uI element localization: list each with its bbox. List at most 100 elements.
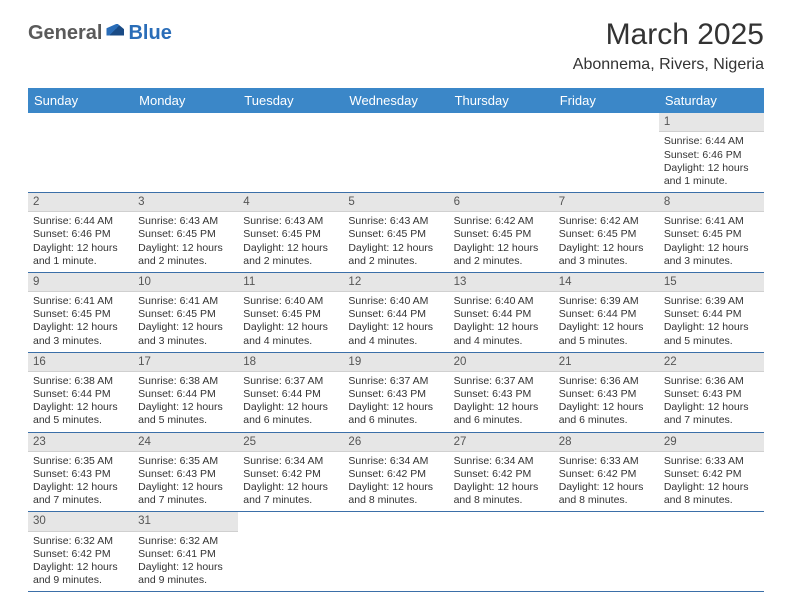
weekday-header: Wednesday [343,88,448,113]
sunset-text: Sunset: 6:43 PM [454,388,549,401]
day-details: Sunrise: 6:34 AMSunset: 6:42 PMDaylight:… [238,452,343,512]
weekday-header: Friday [554,88,659,113]
day-details: Sunrise: 6:41 AMSunset: 6:45 PMDaylight:… [133,292,238,352]
daylight-text: Daylight: 12 hours and 3 minutes. [138,321,233,347]
daylight-text: Daylight: 12 hours and 2 minutes. [243,242,338,268]
day-details: Sunrise: 6:38 AMSunset: 6:44 PMDaylight:… [28,372,133,432]
calendar-cell-empty: . [133,113,238,192]
calendar-cell: 22Sunrise: 6:36 AMSunset: 6:43 PMDayligh… [659,353,764,432]
day-details: Sunrise: 6:35 AMSunset: 6:43 PMDaylight:… [28,452,133,512]
day-details: Sunrise: 6:41 AMSunset: 6:45 PMDaylight:… [28,292,133,352]
sunrise-text: Sunrise: 6:34 AM [348,455,443,468]
calendar-cell-empty: . [238,113,343,192]
day-number: 25 [238,433,343,452]
location-text: Abonnema, Rivers, Nigeria [573,56,764,74]
sunset-text: Sunset: 6:42 PM [243,468,338,481]
day-number: 27 [449,433,554,452]
day-details: Sunrise: 6:38 AMSunset: 6:44 PMDaylight:… [133,372,238,432]
calendar-cell: 29Sunrise: 6:33 AMSunset: 6:42 PMDayligh… [659,433,764,512]
daylight-text: Daylight: 12 hours and 5 minutes. [138,401,233,427]
day-details: Sunrise: 6:34 AMSunset: 6:42 PMDaylight:… [343,452,448,512]
sunset-text: Sunset: 6:41 PM [138,548,233,561]
daylight-text: Daylight: 12 hours and 2 minutes. [454,242,549,268]
sunset-text: Sunset: 6:45 PM [664,228,759,241]
weekday-header: Saturday [659,88,764,113]
calendar: SundayMondayTuesdayWednesdayThursdayFrid… [28,88,764,592]
sunrise-text: Sunrise: 6:41 AM [664,215,759,228]
day-number: 18 [238,353,343,372]
day-number: 16 [28,353,133,372]
weekday-header: Monday [133,88,238,113]
daylight-text: Daylight: 12 hours and 9 minutes. [138,561,233,587]
daylight-text: Daylight: 12 hours and 6 minutes. [348,401,443,427]
sunset-text: Sunset: 6:45 PM [559,228,654,241]
sunrise-text: Sunrise: 6:37 AM [454,375,549,388]
daylight-text: Daylight: 12 hours and 5 minutes. [664,321,759,347]
daylight-text: Daylight: 12 hours and 6 minutes. [243,401,338,427]
calendar-cell: 28Sunrise: 6:33 AMSunset: 6:42 PMDayligh… [554,433,659,512]
day-number: 12 [343,273,448,292]
daylight-text: Daylight: 12 hours and 8 minutes. [664,481,759,507]
calendar-cell-empty: . [449,113,554,192]
calendar-cell: 12Sunrise: 6:40 AMSunset: 6:44 PMDayligh… [343,273,448,352]
sunset-text: Sunset: 6:45 PM [138,228,233,241]
sunrise-text: Sunrise: 6:35 AM [138,455,233,468]
day-number: 15 [659,273,764,292]
calendar-cell-empty: . [554,512,659,591]
calendar-cell-empty: . [28,113,133,192]
sunset-text: Sunset: 6:43 PM [559,388,654,401]
sunrise-text: Sunrise: 6:34 AM [243,455,338,468]
sunrise-text: Sunrise: 6:40 AM [454,295,549,308]
sunrise-text: Sunrise: 6:32 AM [138,535,233,548]
calendar-cell: 9Sunrise: 6:41 AMSunset: 6:45 PMDaylight… [28,273,133,352]
day-number: 3 [133,193,238,212]
day-details: Sunrise: 6:39 AMSunset: 6:44 PMDaylight:… [659,292,764,352]
daylight-text: Daylight: 12 hours and 6 minutes. [559,401,654,427]
calendar-cell: 13Sunrise: 6:40 AMSunset: 6:44 PMDayligh… [449,273,554,352]
sunset-text: Sunset: 6:44 PM [664,308,759,321]
calendar-cell: 14Sunrise: 6:39 AMSunset: 6:44 PMDayligh… [554,273,659,352]
title-block: March 2025 Abonnema, Rivers, Nigeria [573,18,764,74]
calendar-cell: 26Sunrise: 6:34 AMSunset: 6:42 PMDayligh… [343,433,448,512]
sunrise-text: Sunrise: 6:39 AM [664,295,759,308]
sunset-text: Sunset: 6:44 PM [243,388,338,401]
week-row: 16Sunrise: 6:38 AMSunset: 6:44 PMDayligh… [28,353,764,433]
week-row: ......1Sunrise: 6:44 AMSunset: 6:46 PMDa… [28,113,764,193]
day-number: 6 [449,193,554,212]
sunset-text: Sunset: 6:45 PM [243,228,338,241]
calendar-cell-empty: . [343,512,448,591]
day-number: 26 [343,433,448,452]
day-number: 9 [28,273,133,292]
logo-text-general: General [28,22,102,45]
day-number: 23 [28,433,133,452]
sunrise-text: Sunrise: 6:40 AM [348,295,443,308]
weekday-header: Tuesday [238,88,343,113]
calendar-cell: 17Sunrise: 6:38 AMSunset: 6:44 PMDayligh… [133,353,238,432]
daylight-text: Daylight: 12 hours and 9 minutes. [33,561,128,587]
daylight-text: Daylight: 12 hours and 1 minute. [664,162,759,188]
day-number: 29 [659,433,764,452]
sunrise-text: Sunrise: 6:41 AM [138,295,233,308]
daylight-text: Daylight: 12 hours and 8 minutes. [454,481,549,507]
week-row: 23Sunrise: 6:35 AMSunset: 6:43 PMDayligh… [28,433,764,513]
sunset-text: Sunset: 6:42 PM [664,468,759,481]
sunset-text: Sunset: 6:46 PM [664,149,759,162]
day-details: Sunrise: 6:37 AMSunset: 6:43 PMDaylight:… [343,372,448,432]
daylight-text: Daylight: 12 hours and 7 minutes. [664,401,759,427]
daylight-text: Daylight: 12 hours and 5 minutes. [559,321,654,347]
daylight-text: Daylight: 12 hours and 3 minutes. [33,321,128,347]
sunrise-text: Sunrise: 6:44 AM [664,135,759,148]
calendar-cell: 18Sunrise: 6:37 AMSunset: 6:44 PMDayligh… [238,353,343,432]
calendar-cell-empty: . [659,512,764,591]
sunrise-text: Sunrise: 6:34 AM [454,455,549,468]
sunrise-text: Sunrise: 6:33 AM [559,455,654,468]
day-number: 28 [554,433,659,452]
day-details: Sunrise: 6:41 AMSunset: 6:45 PMDaylight:… [659,212,764,272]
sunset-text: Sunset: 6:44 PM [454,308,549,321]
day-details: Sunrise: 6:43 AMSunset: 6:45 PMDaylight:… [133,212,238,272]
calendar-cell: 19Sunrise: 6:37 AMSunset: 6:43 PMDayligh… [343,353,448,432]
day-number: 7 [554,193,659,212]
daylight-text: Daylight: 12 hours and 7 minutes. [33,481,128,507]
day-number: 4 [238,193,343,212]
day-number: 1 [659,113,764,132]
